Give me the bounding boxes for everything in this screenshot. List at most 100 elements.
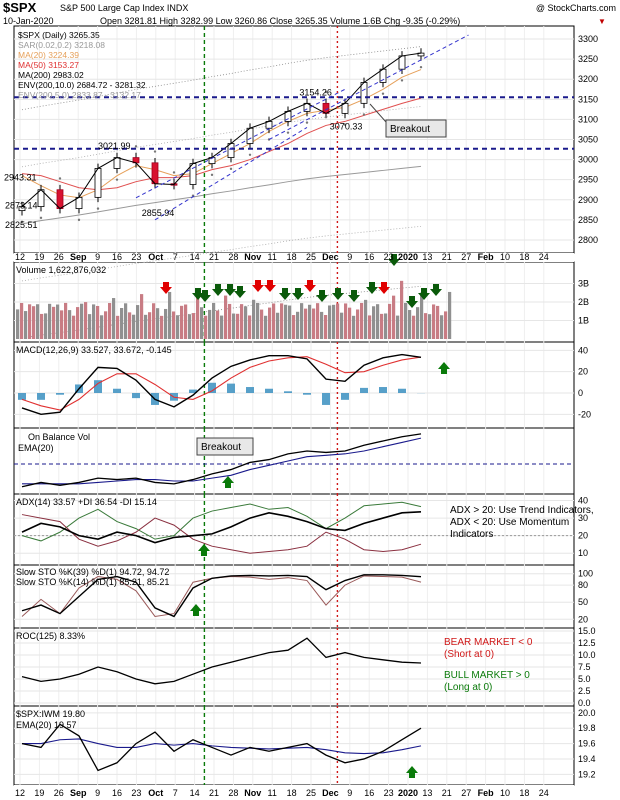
x-tick-label: 10 bbox=[500, 252, 510, 262]
x-tick-label: 10 bbox=[500, 788, 510, 798]
macd-histogram-bar bbox=[284, 391, 292, 393]
x-axis-strip bbox=[14, 785, 574, 800]
volume-bar bbox=[104, 311, 108, 339]
adx-line bbox=[21, 511, 422, 544]
x-tick-label: 16 bbox=[364, 252, 374, 262]
x-tick-label: Oct bbox=[148, 252, 163, 262]
volume-bar bbox=[264, 315, 268, 339]
macd-histogram-bar bbox=[18, 393, 26, 400]
y-tick-label: 2B bbox=[578, 297, 589, 307]
price-annotation: 2855.94 bbox=[142, 208, 175, 218]
x-tick-label: 25 bbox=[306, 788, 316, 798]
roc-title: ROC(125) 8.33% bbox=[16, 631, 85, 641]
x-tick-label: 28 bbox=[228, 252, 238, 262]
down-arrow-icon bbox=[304, 280, 316, 292]
sar-dot bbox=[229, 167, 233, 171]
ratio-line bbox=[21, 723, 422, 772]
macd-histogram-bar bbox=[189, 389, 197, 393]
x-tick-label: 24 bbox=[539, 788, 549, 798]
volume-bar bbox=[48, 303, 52, 339]
stochastic-14-title: Slow STO %K(14) %D(1) 85.21, 85.21 bbox=[16, 577, 169, 587]
volume-bar bbox=[296, 311, 300, 339]
volume-bar bbox=[404, 302, 408, 339]
down-arrow-icon bbox=[212, 284, 224, 296]
watermark: @ StockCharts.com bbox=[536, 3, 616, 13]
price-annotation: 2873.14 bbox=[5, 201, 38, 211]
envelope-upper-5 bbox=[21, 106, 422, 168]
y-tick-label: 1B bbox=[578, 316, 589, 326]
x-tick-label: 14 bbox=[190, 788, 200, 798]
down-arrow-icon bbox=[430, 284, 442, 296]
macd-histogram-bar bbox=[37, 393, 45, 400]
roc-line bbox=[21, 637, 422, 685]
volume-bar bbox=[44, 313, 48, 339]
spx-close-line bbox=[21, 52, 422, 210]
volume-bar bbox=[308, 304, 312, 339]
volume-bar bbox=[224, 295, 228, 339]
volume-bar bbox=[368, 315, 372, 339]
price-candle bbox=[94, 168, 102, 198]
volume-bar bbox=[392, 295, 396, 339]
sar-dot bbox=[305, 121, 309, 124]
sar-dot bbox=[172, 171, 176, 174]
volume-bar bbox=[336, 303, 340, 339]
sar-dot bbox=[343, 123, 347, 126]
volume-bar bbox=[312, 308, 316, 339]
y-tick-label: 2800 bbox=[578, 235, 598, 245]
y-tick-label: 30 bbox=[578, 513, 588, 523]
volume-bar bbox=[352, 315, 356, 339]
volume-bar bbox=[140, 294, 144, 339]
roc-bull-note: BULL MARKET > 0 bbox=[444, 670, 530, 681]
volume-bar bbox=[20, 302, 24, 339]
volume-bar bbox=[216, 310, 220, 339]
volume-bar bbox=[52, 306, 56, 339]
volume-bar bbox=[432, 304, 436, 339]
y-tick-label: 3B bbox=[578, 279, 589, 289]
price-annotation: 3070.33 bbox=[330, 121, 363, 131]
y-tick-label: 40 bbox=[578, 496, 588, 506]
price-annotation: 3021.99 bbox=[98, 141, 131, 151]
down-arrow-icon bbox=[348, 290, 360, 302]
y-tick-label: 3250 bbox=[578, 54, 598, 64]
roc-bear-note: (Short at 0) bbox=[444, 649, 494, 660]
date-label: 10-Jan-2020 bbox=[3, 16, 54, 26]
volume-bar bbox=[208, 309, 212, 339]
volume-bar bbox=[156, 308, 160, 339]
y-tick-label: 19.2 bbox=[578, 769, 596, 779]
volume-bar bbox=[60, 310, 64, 339]
x-tick-label: 21 bbox=[442, 788, 452, 798]
y-tick-label: 2.5 bbox=[578, 686, 591, 696]
volume-bar bbox=[320, 311, 324, 339]
exchange-name: S&P 500 Large Cap Index INDX bbox=[60, 3, 188, 13]
trend-channel-upper bbox=[135, 88, 346, 199]
obv-title: On Balance Vol bbox=[28, 432, 90, 442]
up-arrow-icon bbox=[222, 476, 234, 488]
x-tick-label: 13 bbox=[422, 788, 432, 798]
adx-note-line: ADX < 20: Use Momentum bbox=[450, 517, 569, 528]
y-tick-label: 2900 bbox=[578, 195, 598, 205]
price-annotation: 3154.26 bbox=[299, 88, 332, 98]
x-axis-strip bbox=[14, 253, 574, 262]
volume-bar bbox=[188, 314, 192, 339]
ratio-title: $SPX:IWM 19.80 bbox=[16, 709, 85, 719]
volume-bar bbox=[64, 302, 68, 339]
volume-bar bbox=[364, 299, 368, 339]
volume-bar bbox=[268, 307, 272, 339]
x-tick-label: 21 bbox=[209, 252, 219, 262]
obv-breakout-callout-text: Breakout bbox=[201, 442, 241, 453]
volume-bar bbox=[316, 303, 320, 339]
volume-bar bbox=[152, 303, 156, 339]
volume-bar bbox=[236, 313, 240, 339]
ma20-line bbox=[21, 69, 422, 199]
ma200-line bbox=[21, 165, 422, 225]
price-legend-entry: MA(50) 3153.27 bbox=[18, 60, 79, 70]
sar-dot bbox=[134, 145, 138, 148]
x-tick-label: 23 bbox=[384, 252, 394, 262]
volume-bar bbox=[24, 311, 28, 339]
sar-dot bbox=[286, 131, 290, 134]
change-down-icon: ▼ bbox=[598, 17, 606, 26]
volume-bar bbox=[144, 314, 148, 339]
x-tick-label: 28 bbox=[228, 788, 238, 798]
obv-ema-label: EMA(20) bbox=[18, 443, 54, 453]
x-tick-label: 9 bbox=[347, 252, 352, 262]
